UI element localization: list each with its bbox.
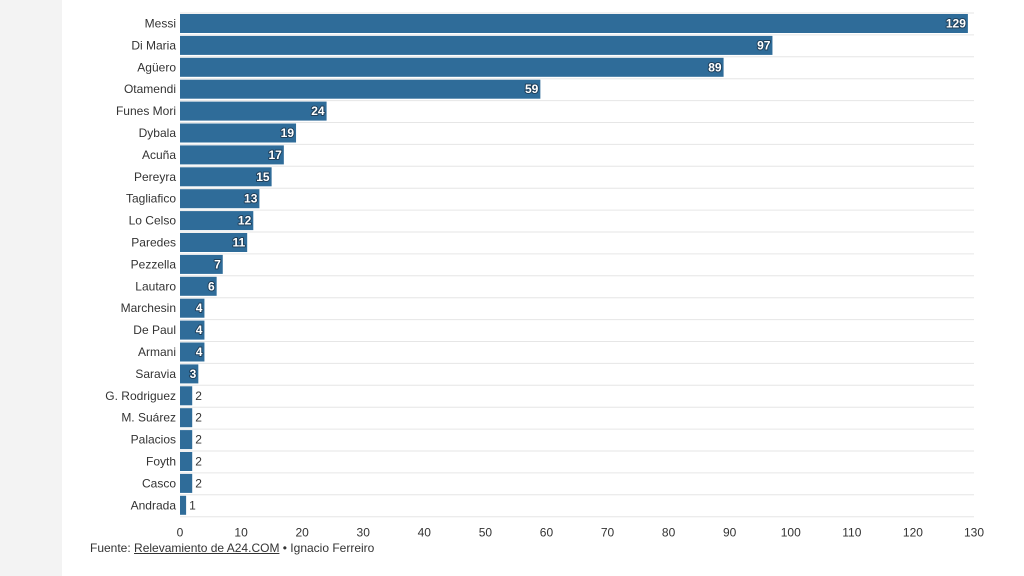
value-label: 4	[196, 345, 203, 359]
source-link[interactable]: Relevamiento de A24.COM	[134, 541, 280, 555]
x-tick-label: 20	[295, 526, 309, 540]
bar[interactable]	[180, 430, 193, 450]
category-label: Paredes	[131, 236, 176, 250]
bar[interactable]	[180, 408, 193, 428]
grid-lines	[180, 12, 974, 518]
bar[interactable]	[180, 495, 187, 515]
value-label: 129	[946, 17, 966, 31]
category-label: Pereyra	[134, 170, 176, 184]
value-label: 2	[195, 389, 202, 403]
x-tick-label: 10	[234, 526, 248, 540]
category-label: Acuña	[142, 148, 176, 162]
category-label: M. Suárez	[121, 411, 176, 425]
value-label: 24	[311, 104, 325, 118]
value-label: 15	[256, 170, 270, 184]
source-note: Fuente: Relevamiento de A24.COM • Ignaci…	[90, 541, 374, 555]
value-label: 3	[190, 367, 197, 381]
category-label: Lo Celso	[129, 214, 177, 228]
bar[interactable]	[180, 364, 199, 384]
source-suffix: • Ignacio Ferreiro	[279, 541, 375, 555]
category-labels: Messi Di Maria Agüero Otamendi Funes Mori Dyb…	[105, 17, 176, 513]
bar[interactable]	[180, 14, 968, 33]
bar[interactable]	[180, 167, 272, 187]
value-label: 17	[268, 148, 282, 162]
x-tick-label: 90	[723, 526, 737, 540]
category-label: Agüero	[137, 60, 176, 74]
bar[interactable]	[180, 189, 260, 209]
value-label: 2	[195, 476, 202, 490]
x-tick-label: 50	[479, 526, 493, 540]
bar[interactable]	[180, 342, 205, 362]
bar[interactable]	[180, 79, 541, 99]
value-label: 7	[214, 257, 221, 271]
value-label: 4	[196, 301, 203, 315]
value-label: 2	[195, 411, 202, 425]
bar[interactable]	[180, 298, 205, 318]
category-label: Armani	[138, 345, 176, 359]
x-tick-label: 30	[357, 526, 371, 540]
x-tick-label: 40	[418, 526, 432, 540]
bar[interactable]	[180, 254, 223, 274]
x-tick-label: 110	[842, 526, 861, 540]
bars	[180, 14, 968, 515]
category-label: Saravia	[135, 367, 176, 381]
category-label: Foyth	[146, 455, 176, 469]
bar[interactable]	[180, 386, 193, 406]
value-label: 89	[708, 60, 722, 74]
category-label: De Paul	[133, 323, 176, 337]
category-label: Pezzella	[131, 257, 177, 271]
category-label: Tagliafico	[126, 192, 176, 206]
bar[interactable]	[180, 123, 297, 143]
x-tick-label: 60	[540, 526, 554, 540]
value-label: 97	[757, 38, 771, 52]
bar[interactable]	[180, 211, 254, 231]
category-label: Lautaro	[135, 279, 176, 293]
bar[interactable]	[180, 35, 773, 55]
bar[interactable]	[180, 320, 205, 340]
value-label: 4	[196, 323, 203, 337]
x-tick-label: 70	[601, 526, 615, 540]
category-label: Dybala	[139, 126, 177, 140]
bar[interactable]	[180, 473, 193, 493]
category-label: Andrada	[131, 498, 177, 512]
x-tick-label: 80	[662, 526, 676, 540]
bar[interactable]	[180, 57, 724, 77]
category-label: Casco	[142, 476, 176, 490]
value-label: 11	[232, 236, 245, 250]
category-label: Marchesin	[121, 301, 176, 315]
category-label: Di Maria	[131, 38, 176, 52]
category-label: G. Rodriguez	[105, 389, 176, 403]
x-tick-label: 120	[903, 526, 923, 540]
bar[interactable]	[180, 101, 327, 121]
value-label: 13	[244, 192, 258, 206]
x-tick-label: 0	[177, 526, 184, 540]
value-label: 12	[238, 214, 252, 228]
category-label: Otamendi	[124, 82, 176, 96]
value-label: 59	[525, 82, 539, 96]
x-tick-label: 100	[781, 526, 801, 540]
value-label: 2	[195, 455, 202, 469]
bar[interactable]	[180, 276, 217, 296]
x-axis-ticks: 0 10 20 30 40 50 60 70 80 90 100 110 120 130	[177, 526, 985, 540]
category-label: Funes Mori	[116, 104, 176, 118]
bar[interactable]	[180, 233, 248, 252]
category-label: Palacios	[131, 433, 176, 447]
category-label: Messi	[145, 17, 176, 31]
value-label: 19	[281, 126, 295, 140]
source-prefix: Fuente:	[90, 541, 135, 555]
bar[interactable]	[180, 145, 284, 165]
value-label: 2	[195, 433, 202, 447]
value-label: 6	[208, 279, 215, 293]
bar[interactable]	[180, 452, 193, 471]
x-tick-label: 130	[964, 526, 984, 540]
value-label: 1	[189, 498, 196, 512]
